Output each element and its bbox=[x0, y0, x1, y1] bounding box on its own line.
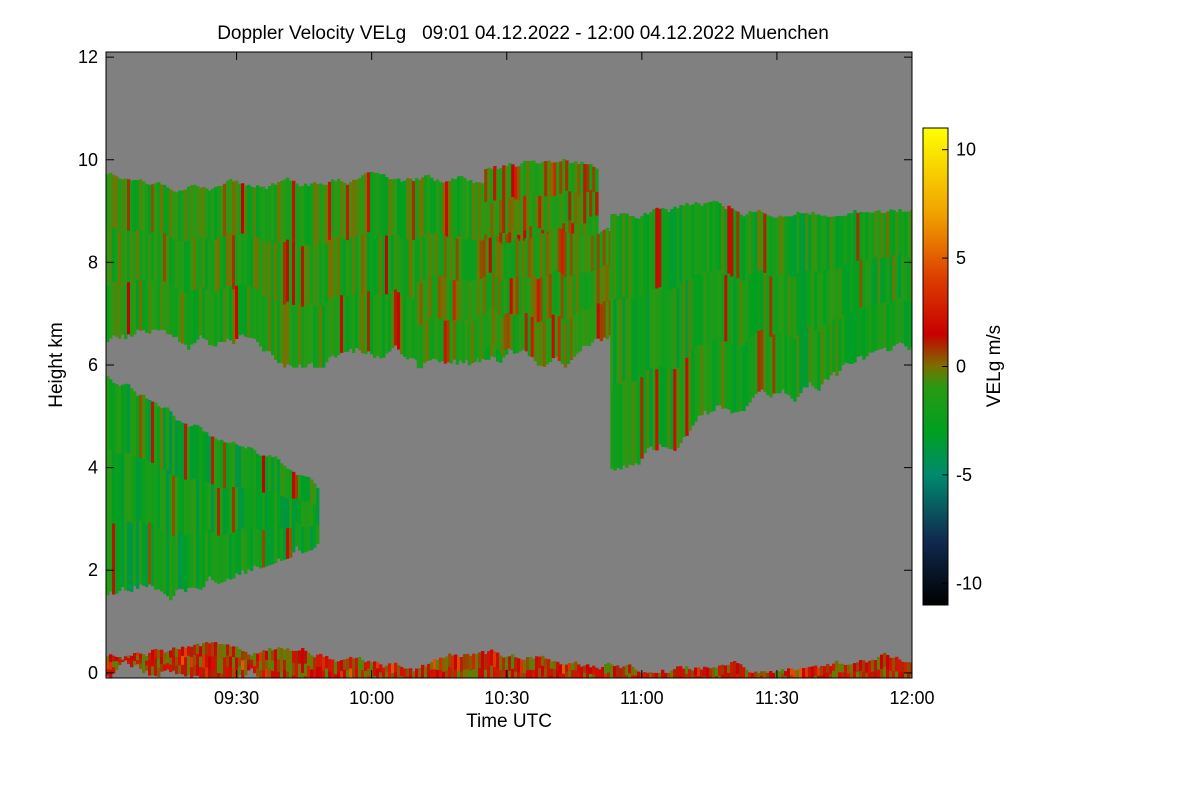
y-tick-label: 6 bbox=[88, 355, 98, 375]
y-tick-label: 8 bbox=[88, 252, 98, 272]
y-tick-label: 12 bbox=[78, 47, 98, 67]
x-tick-label: 09:30 bbox=[214, 688, 259, 708]
x-tick-label: 12:00 bbox=[889, 688, 934, 708]
colorbar-ticks: 10 5 0 -5 -10 bbox=[942, 140, 982, 593]
y-axis: 0 2 4 6 8 10 12 bbox=[78, 47, 912, 683]
x-tick-label: 11:00 bbox=[620, 688, 664, 708]
y-tick-label: 4 bbox=[88, 458, 98, 478]
y-tick-label: 2 bbox=[88, 560, 98, 580]
plot-area bbox=[105, 51, 913, 679]
y-tick-label: 10 bbox=[78, 150, 98, 170]
chart-title: Doppler Velocity VELg 09:01 04.12.2022 -… bbox=[217, 23, 829, 44]
x-tick-label: 10:30 bbox=[484, 688, 529, 708]
heatmap-region bbox=[610, 200, 912, 471]
colorbar-tick-label: -5 bbox=[956, 465, 972, 485]
x-axis-label: Time UTC bbox=[466, 711, 552, 732]
colorbar-tick-label: -10 bbox=[956, 573, 982, 593]
colorbar-tick-label: 0 bbox=[956, 357, 966, 377]
x-tick-label: 11:30 bbox=[755, 688, 799, 708]
y-tick-label: 0 bbox=[88, 663, 98, 683]
colorbar-tick-label: 10 bbox=[956, 140, 976, 160]
colorbar-tick-label: 5 bbox=[956, 248, 966, 268]
colorbar: 10 5 0 -5 -10 VELg m/s bbox=[922, 127, 1005, 606]
heatmap-region bbox=[106, 642, 912, 678]
colorbar-label: VELg m/s bbox=[984, 325, 1005, 407]
x-axis: 09:30 10:00 10:30 11:00 11:30 12:00 bbox=[214, 52, 935, 708]
x-tick-label: 10:00 bbox=[349, 688, 394, 708]
heatmap-region bbox=[106, 376, 320, 601]
y-axis-label: Height km bbox=[46, 322, 67, 408]
velocity-heatmap bbox=[106, 158, 912, 678]
